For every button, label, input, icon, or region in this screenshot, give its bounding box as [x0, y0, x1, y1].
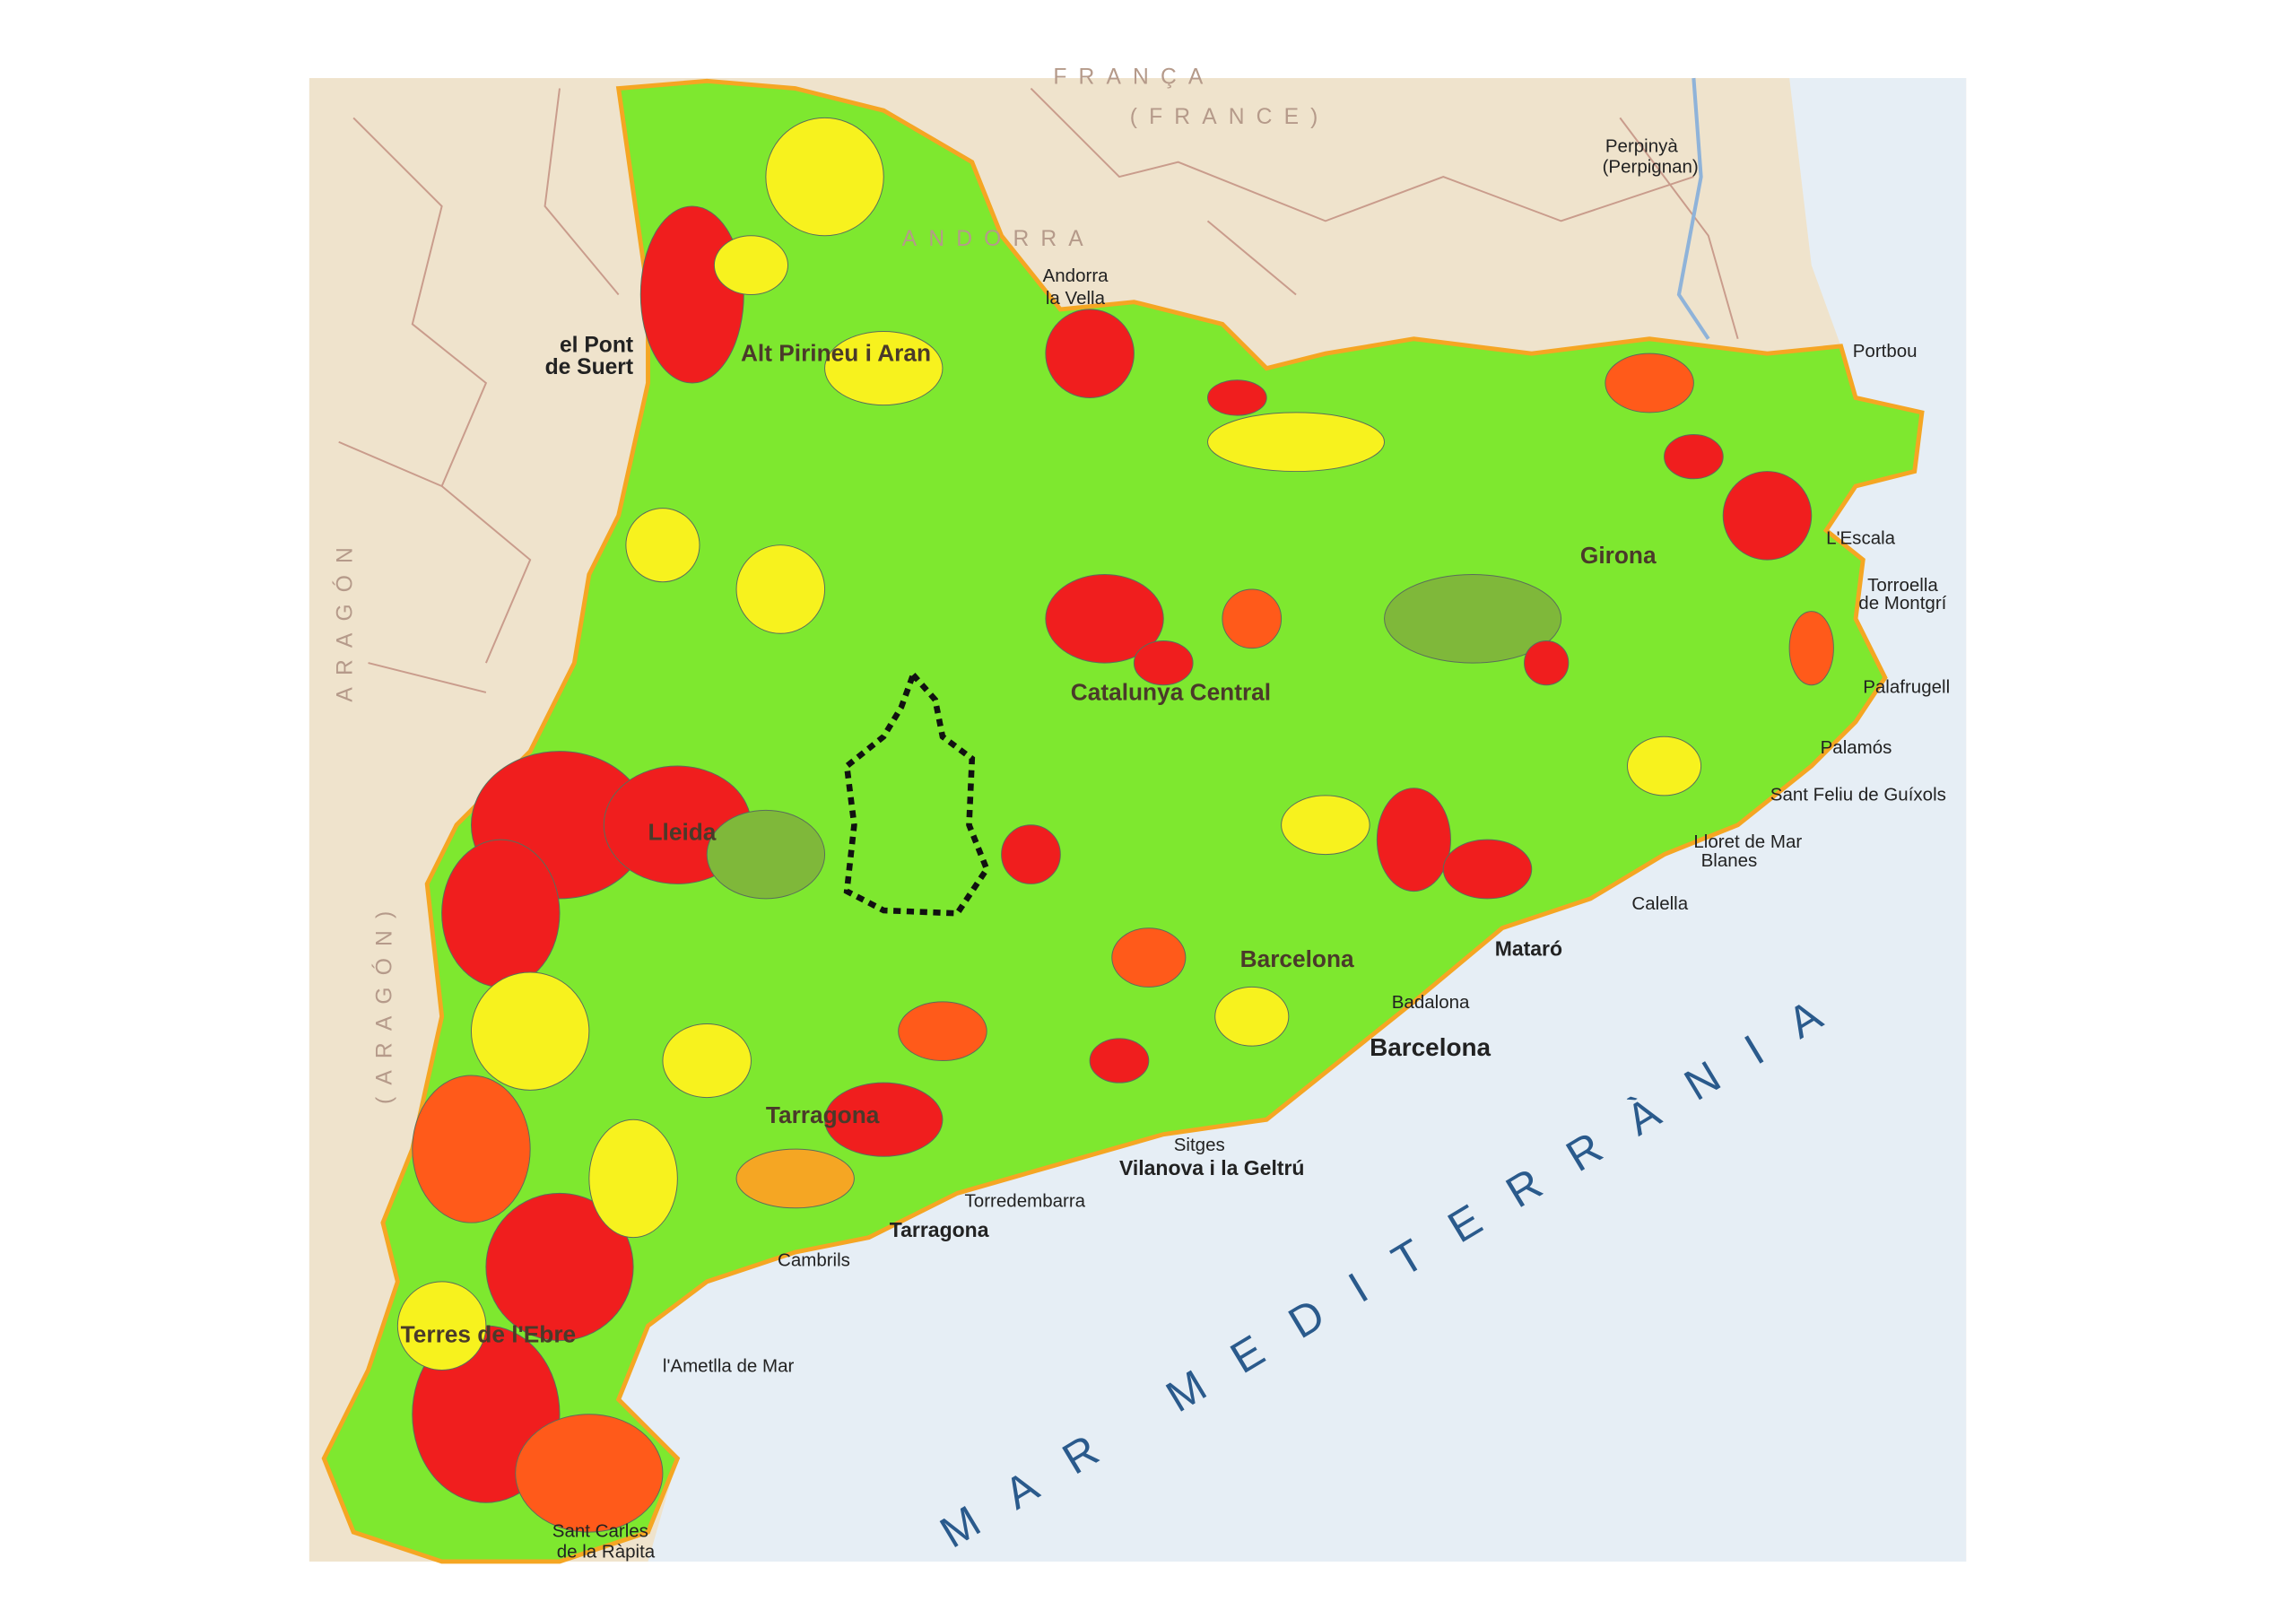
country-label: ANDORRA	[902, 227, 1095, 251]
place-label: Sant Feliu de Guíxols	[1770, 784, 1946, 805]
municipality	[1214, 986, 1290, 1047]
region-label: Lleida	[648, 819, 717, 846]
place-label: Lloret de Mar	[1693, 831, 1802, 852]
municipality	[706, 809, 826, 900]
place-label: Palafrugell	[1863, 676, 1950, 697]
place-label: de Montgrí	[1858, 593, 1946, 614]
municipality	[441, 839, 561, 988]
place-label: de Suert	[545, 355, 634, 379]
country-label: FRANÇA	[1053, 65, 1214, 90]
region-label: Barcelona	[1240, 945, 1354, 972]
place-label: l'Ametlla de Mar	[663, 1356, 795, 1377]
municipality	[1089, 1038, 1150, 1084]
place-label: Palamós	[1821, 737, 1892, 758]
municipality	[824, 1082, 944, 1157]
municipality	[1222, 588, 1283, 649]
sea	[618, 78, 1967, 1562]
country-label: (FRANCE)	[1130, 105, 1330, 129]
country-label: ARAGÓN	[333, 535, 357, 702]
municipality	[1045, 574, 1164, 664]
region-label: Tarragona	[766, 1101, 880, 1128]
municipality	[485, 1192, 634, 1342]
place-label: Calella	[1631, 893, 1688, 914]
municipality	[898, 1001, 987, 1062]
place-label: Portbou	[1853, 341, 1918, 361]
municipality	[735, 1148, 855, 1209]
municipality	[765, 117, 884, 237]
municipality	[1524, 640, 1570, 686]
place-label: Blanes	[1701, 850, 1758, 871]
municipality	[1627, 736, 1702, 796]
place-label: Tarragona	[890, 1218, 989, 1241]
place-label: (Perpignan)	[1603, 157, 1699, 178]
municipality	[713, 235, 789, 295]
municipalities	[396, 117, 1834, 1533]
catalonia	[321, 78, 1925, 1564]
country-label: (ARAGÓN)	[373, 900, 397, 1104]
river	[1676, 77, 1710, 340]
highlighted-area	[843, 668, 990, 917]
place-label: Badalona	[1392, 992, 1470, 1013]
place-label: Barcelona	[1370, 1033, 1491, 1061]
municipality	[1376, 788, 1451, 892]
municipality	[639, 205, 744, 384]
municipality	[1281, 795, 1370, 856]
region-label: Catalunya Central	[1071, 679, 1271, 706]
region-label: Terres de l'Ebre	[401, 1321, 577, 1348]
place-label: el Pont	[560, 333, 633, 357]
municipality	[1605, 353, 1694, 413]
municipality	[1664, 434, 1724, 480]
municipality	[1442, 839, 1533, 900]
municipality	[1207, 412, 1386, 473]
place-label: L'Escala	[1826, 528, 1895, 549]
place-label: Torredembarra	[965, 1191, 1086, 1212]
municipality	[1722, 471, 1813, 561]
place-label: Andorra	[1043, 265, 1109, 286]
place-label: Sitges	[1174, 1135, 1225, 1155]
municipality	[1133, 640, 1194, 686]
municipality	[735, 544, 826, 634]
municipality	[412, 1075, 531, 1223]
municipality	[396, 1281, 487, 1371]
region-label: Alt Pirineu i Aran	[741, 340, 931, 367]
municipality	[662, 1023, 752, 1099]
municipality	[1788, 611, 1834, 686]
place-label: Sant Carles	[552, 1521, 648, 1542]
place-label: la Vella	[1046, 288, 1106, 309]
borders	[338, 87, 1739, 693]
municipality	[1384, 574, 1562, 664]
place-label: Mataró	[1495, 936, 1562, 960]
municipality	[824, 331, 944, 406]
municipality	[515, 1414, 664, 1533]
municipality	[625, 508, 700, 583]
municipality	[1111, 927, 1187, 988]
municipality	[588, 1119, 678, 1239]
region-label: Girona	[1580, 542, 1657, 569]
place-label: Torroella	[1867, 575, 1938, 596]
place-label: Vilanova i la Geltrú	[1119, 1156, 1304, 1179]
municipality	[1045, 309, 1135, 398]
place-label: Perpinyà	[1605, 136, 1679, 157]
place-label: de la Ràpita	[557, 1542, 656, 1562]
municipality	[470, 971, 590, 1091]
municipality	[1207, 379, 1267, 416]
municipality	[1001, 824, 1061, 884]
place-label: Cambrils	[778, 1249, 850, 1270]
